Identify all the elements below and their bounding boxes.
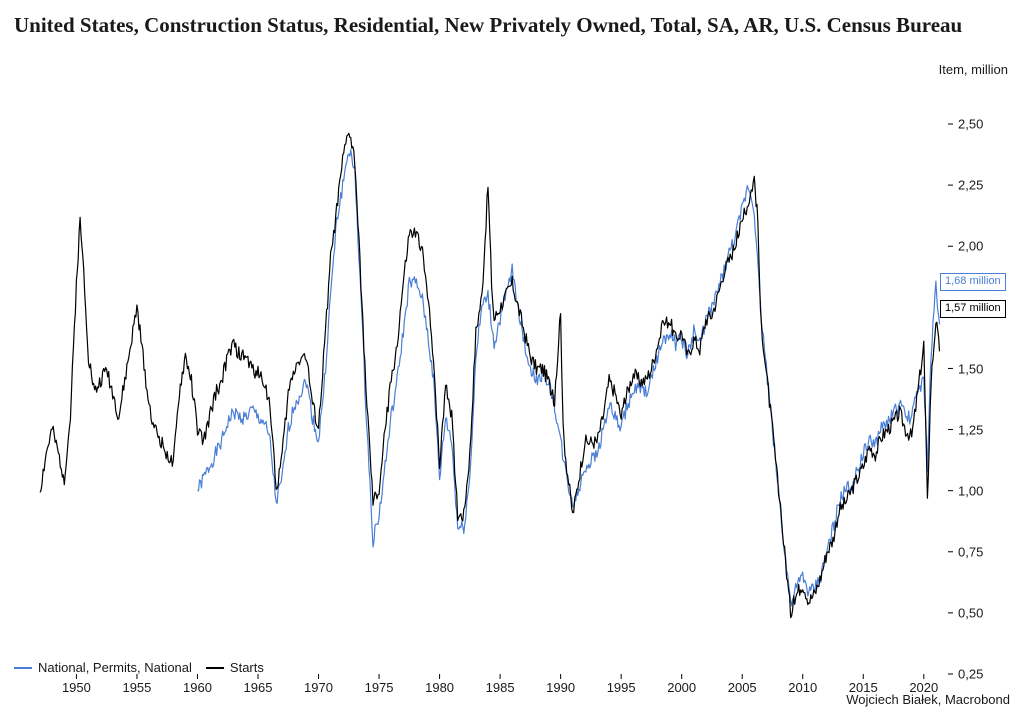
x-tick-label: 2010 [788,680,817,695]
x-tick-label: 1990 [546,680,575,695]
y-axis-title: Item, million [939,62,1008,77]
y-tick-label: 0,25 [958,667,983,682]
legend-item: Starts [206,660,264,675]
x-tick-label: 1950 [62,680,91,695]
y-tick-label: 2,25 [958,178,983,193]
x-tick-label: 1970 [304,680,333,695]
x-tick-label: 2000 [667,680,696,695]
plot-area: 0,250,500,751,001,251,501,752,002,252,50… [28,124,948,674]
series-end-label: 1,68 million [940,273,1006,290]
x-tick-label: 1995 [607,680,636,695]
x-tick-label: 1960 [183,680,212,695]
legend: National, Permits, National Starts [14,660,264,675]
attribution: Wojciech Białek, Macrobond [846,692,1010,707]
x-tick-label: 1965 [244,680,273,695]
y-tick-label: 2,00 [958,239,983,254]
y-tick-label: 0,75 [958,545,983,560]
y-tick-label: 1,50 [958,361,983,376]
plot-svg [28,124,948,674]
x-tick-label: 2005 [728,680,757,695]
series-end-label: 1,57 million [940,300,1006,317]
x-tick-label: 1980 [425,680,454,695]
chart-title: United States, Construction Status, Resi… [14,12,1010,38]
chart-container: United States, Construction Status, Resi… [0,0,1024,717]
x-tick-label: 1985 [486,680,515,695]
x-tick-label: 1955 [122,680,151,695]
legend-label: National, Permits, National [38,660,192,675]
legend-swatch [206,667,224,669]
y-tick-label: 1,25 [958,422,983,437]
y-tick-label: 1,00 [958,483,983,498]
legend-label: Starts [230,660,264,675]
x-tick-label: 1975 [365,680,394,695]
y-tick-label: 2,50 [958,117,983,132]
legend-item: National, Permits, National [14,660,192,675]
y-tick-label: 0,50 [958,606,983,621]
legend-swatch [14,667,32,669]
series-line [40,134,939,618]
